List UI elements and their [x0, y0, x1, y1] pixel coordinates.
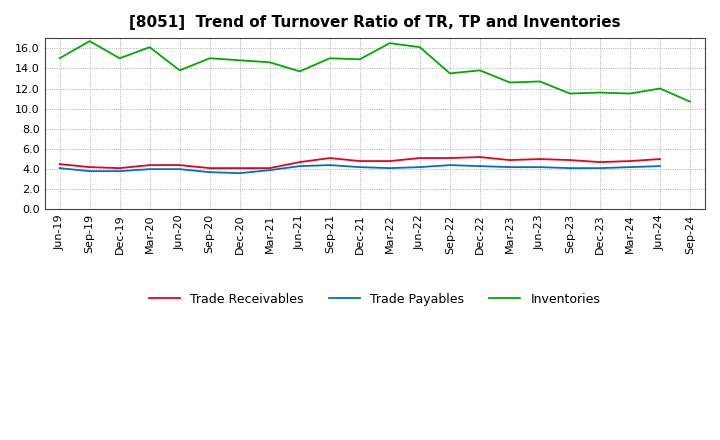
Trade Receivables: [325, 155, 334, 161]
Trade Payables: [145, 166, 154, 172]
Trade Receivables: [446, 155, 454, 161]
Trade Payables: [55, 165, 64, 171]
Trade Receivables: [475, 154, 484, 160]
Trade Payables: [505, 165, 514, 170]
Trade Receivables: [566, 158, 575, 163]
Trade Payables: [475, 164, 484, 169]
Trade Payables: [85, 169, 94, 174]
Inventories: [566, 91, 575, 96]
Inventories: [55, 55, 64, 61]
Inventories: [356, 57, 364, 62]
Trade Receivables: [595, 159, 604, 165]
Inventories: [85, 38, 94, 44]
Trade Payables: [115, 169, 124, 174]
Trade Receivables: [55, 161, 64, 167]
Trade Payables: [385, 165, 394, 171]
Inventories: [505, 80, 514, 85]
Trade Receivables: [415, 155, 424, 161]
Trade Payables: [536, 165, 544, 170]
Inventories: [266, 60, 274, 65]
Trade Receivables: [295, 159, 304, 165]
Trade Payables: [325, 162, 334, 168]
Inventories: [656, 86, 665, 91]
Trade Receivables: [385, 158, 394, 164]
Inventories: [115, 55, 124, 61]
Trade Receivables: [536, 156, 544, 161]
Title: [8051]  Trend of Turnover Ratio of TR, TP and Inventories: [8051] Trend of Turnover Ratio of TR, TP…: [129, 15, 621, 30]
Trade Payables: [176, 166, 184, 172]
Inventories: [595, 90, 604, 95]
Trade Payables: [295, 164, 304, 169]
Trade Receivables: [266, 165, 274, 171]
Trade Receivables: [626, 158, 634, 164]
Inventories: [205, 55, 214, 61]
Trade Receivables: [145, 162, 154, 168]
Trade Payables: [415, 165, 424, 170]
Trade Receivables: [176, 162, 184, 168]
Trade Payables: [266, 168, 274, 173]
Trade Payables: [566, 165, 575, 171]
Inventories: [415, 44, 424, 50]
Inventories: [475, 68, 484, 73]
Trade Receivables: [656, 156, 665, 161]
Legend: Trade Receivables, Trade Payables, Inventories: Trade Receivables, Trade Payables, Inven…: [144, 288, 606, 311]
Inventories: [685, 99, 694, 104]
Inventories: [325, 55, 334, 61]
Trade Receivables: [235, 165, 244, 171]
Trade Payables: [626, 165, 634, 170]
Trade Receivables: [505, 158, 514, 163]
Trade Payables: [446, 162, 454, 168]
Inventories: [626, 91, 634, 96]
Line: Trade Receivables: Trade Receivables: [60, 157, 660, 168]
Trade Receivables: [205, 165, 214, 171]
Line: Inventories: Inventories: [60, 41, 690, 102]
Inventories: [145, 44, 154, 50]
Trade Payables: [205, 169, 214, 175]
Inventories: [176, 68, 184, 73]
Trade Payables: [656, 164, 665, 169]
Inventories: [536, 79, 544, 84]
Trade Payables: [595, 165, 604, 171]
Trade Receivables: [115, 165, 124, 171]
Line: Trade Payables: Trade Payables: [60, 165, 660, 173]
Trade Receivables: [85, 165, 94, 170]
Trade Payables: [235, 171, 244, 176]
Inventories: [295, 69, 304, 74]
Trade Receivables: [356, 158, 364, 164]
Inventories: [235, 58, 244, 63]
Inventories: [446, 71, 454, 76]
Trade Payables: [356, 165, 364, 170]
Inventories: [385, 40, 394, 46]
